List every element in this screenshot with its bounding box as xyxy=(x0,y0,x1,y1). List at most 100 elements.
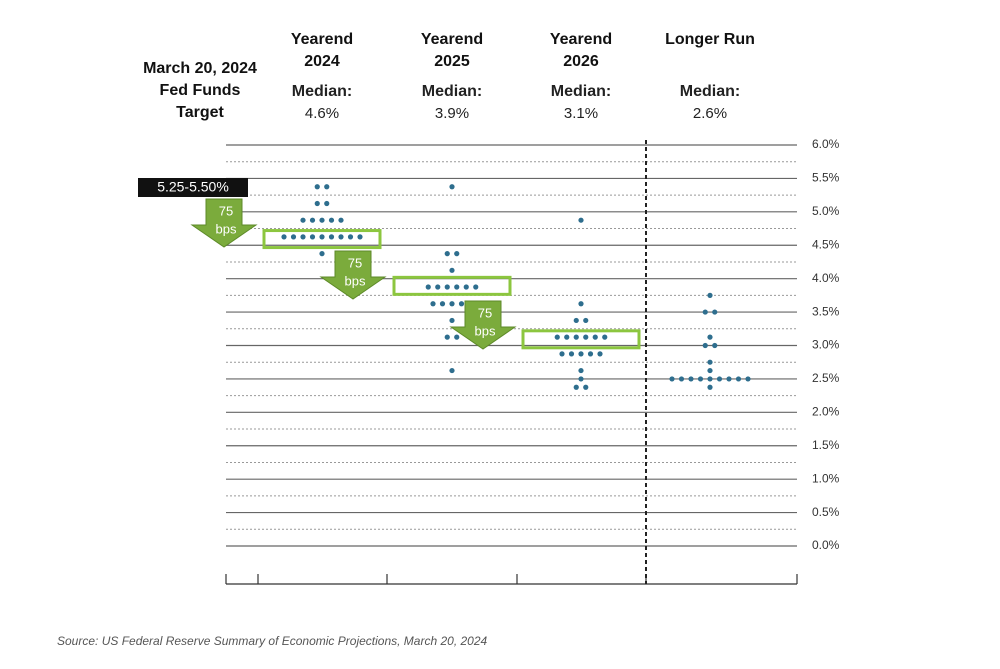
dot xyxy=(425,284,431,290)
dot xyxy=(458,301,465,307)
y-tick-label: 4.0% xyxy=(812,271,840,285)
cut-unit: bps xyxy=(345,273,366,288)
dot xyxy=(568,351,575,357)
dot xyxy=(592,334,598,340)
y-tick-label: 5.0% xyxy=(812,204,840,218)
dot xyxy=(578,376,584,382)
y-tick-label: 0.5% xyxy=(812,505,840,519)
dot xyxy=(454,284,460,290)
dot xyxy=(309,217,316,223)
y-tick-label: 3.5% xyxy=(812,304,840,318)
target-label: March 20, 2024 Fed Funds Target xyxy=(143,60,257,121)
median-value: 2.6% xyxy=(692,105,728,122)
dot xyxy=(449,184,455,190)
dot xyxy=(319,251,325,257)
dot xyxy=(319,217,325,223)
dot xyxy=(726,376,732,382)
dot xyxy=(300,234,306,240)
dot xyxy=(444,284,450,290)
dot xyxy=(300,217,306,223)
dot xyxy=(707,292,713,298)
dot xyxy=(735,376,742,382)
dot xyxy=(597,351,603,357)
dot xyxy=(688,376,694,382)
dot xyxy=(559,351,565,357)
y-tick-label: 1.5% xyxy=(812,438,840,452)
cut-amount: 75 xyxy=(219,203,233,218)
dot xyxy=(328,217,335,223)
cut-arrow xyxy=(319,250,387,300)
cut-unit: bps xyxy=(216,221,237,236)
median-label: Median: xyxy=(421,83,483,100)
y-tick-label: 1.0% xyxy=(812,471,840,485)
dot xyxy=(745,376,751,382)
dot xyxy=(338,217,344,223)
y-tick-label: 3.0% xyxy=(812,338,840,352)
median-label: Median: xyxy=(679,83,741,100)
median-value: 3.1% xyxy=(563,105,599,122)
y-tick-label: 5.5% xyxy=(812,171,840,185)
dot xyxy=(463,284,469,290)
source: Source: US Federal Reserve Summary of Ec… xyxy=(57,634,488,648)
dot xyxy=(702,309,708,315)
dot xyxy=(324,200,330,207)
dot xyxy=(578,367,584,374)
dot xyxy=(309,234,316,240)
dot xyxy=(583,317,589,324)
dot xyxy=(314,184,320,190)
dot xyxy=(716,376,723,382)
dot xyxy=(697,376,704,382)
median-box xyxy=(392,275,512,296)
dot xyxy=(290,234,297,240)
dot xyxy=(328,234,335,240)
dot xyxy=(449,367,455,374)
dot xyxy=(554,334,560,340)
dot xyxy=(473,284,479,290)
dot xyxy=(573,317,579,324)
dot xyxy=(449,301,455,307)
dot xyxy=(439,301,446,307)
y-tick-label: 4.5% xyxy=(812,237,840,251)
cut-arrow xyxy=(190,198,258,248)
column-title: Longer Run xyxy=(665,31,755,48)
median-box xyxy=(262,229,382,250)
dot xyxy=(678,376,685,382)
target-box xyxy=(138,178,248,197)
dot xyxy=(435,284,441,290)
dot xyxy=(712,342,718,349)
dot xyxy=(578,301,584,307)
dot xyxy=(319,234,325,240)
dot xyxy=(707,334,713,340)
dot xyxy=(347,234,354,240)
dot xyxy=(578,217,584,223)
dot xyxy=(281,234,287,240)
dot xyxy=(602,334,608,340)
dot xyxy=(314,200,320,207)
median-value: 4.6% xyxy=(304,105,340,122)
dot xyxy=(578,351,584,357)
dot xyxy=(564,334,570,340)
dot xyxy=(707,367,713,374)
dot xyxy=(444,334,450,340)
dot xyxy=(454,334,460,340)
column-title: Yearend 2026 xyxy=(549,31,613,70)
median-label: Median: xyxy=(550,83,612,100)
dot xyxy=(587,351,594,357)
y-tick-label: 6.0% xyxy=(812,137,840,151)
target-text: 5.25-5.50% xyxy=(157,179,229,195)
y-tick-label: 2.0% xyxy=(812,405,840,419)
dot xyxy=(702,342,708,349)
cut-amount: 75 xyxy=(348,255,362,270)
y-tick-label: 0.0% xyxy=(812,538,840,552)
column-title: Yearend 2025 xyxy=(420,31,484,70)
cut-arrow xyxy=(449,300,517,350)
dot xyxy=(338,234,344,240)
dot xyxy=(454,251,460,257)
dot xyxy=(707,359,713,365)
cut-amount: 75 xyxy=(478,305,492,320)
median-box xyxy=(521,329,641,350)
dot xyxy=(583,334,589,340)
y-tick-label: 2.5% xyxy=(812,371,840,385)
dot xyxy=(707,384,713,390)
